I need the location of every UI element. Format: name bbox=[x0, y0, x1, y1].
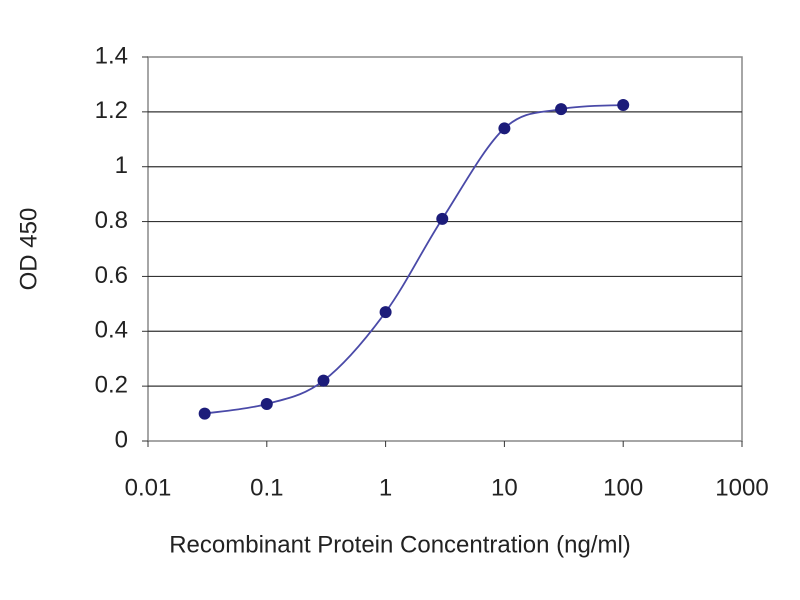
data-point bbox=[436, 212, 449, 225]
y-tick-label: 0.8 bbox=[95, 207, 128, 234]
plot-area bbox=[147, 56, 743, 442]
data-point bbox=[260, 397, 273, 410]
y-tick-label: 1.2 bbox=[95, 97, 128, 124]
y-tick-label: 0.6 bbox=[95, 262, 128, 289]
data-point bbox=[555, 103, 568, 116]
y-axis-label: OD 450 bbox=[15, 208, 42, 291]
data-point bbox=[498, 122, 511, 135]
x-tick-label: 10 bbox=[491, 474, 518, 501]
series-line bbox=[204, 104, 624, 415]
y-tick-label: 0.4 bbox=[95, 317, 128, 344]
data-point bbox=[317, 374, 330, 387]
x-tick-label: 0.1 bbox=[250, 474, 283, 501]
x-tick-label: 1000 bbox=[715, 474, 768, 501]
data-point bbox=[617, 99, 630, 111]
x-axis-label: Recombinant Protein Concentration (ng/ml… bbox=[169, 531, 631, 558]
data-point bbox=[379, 306, 392, 319]
x-tick-label: 1 bbox=[379, 474, 392, 501]
y-tick-label: 0 bbox=[115, 426, 128, 453]
y-tick-label: 1.4 bbox=[95, 42, 128, 69]
y-tick-label: 0.2 bbox=[95, 371, 128, 398]
data-point bbox=[198, 407, 211, 420]
x-tick-label: 0.01 bbox=[125, 474, 172, 501]
y-tick-label: 1 bbox=[115, 152, 128, 179]
x-tick-label: 100 bbox=[603, 474, 643, 501]
